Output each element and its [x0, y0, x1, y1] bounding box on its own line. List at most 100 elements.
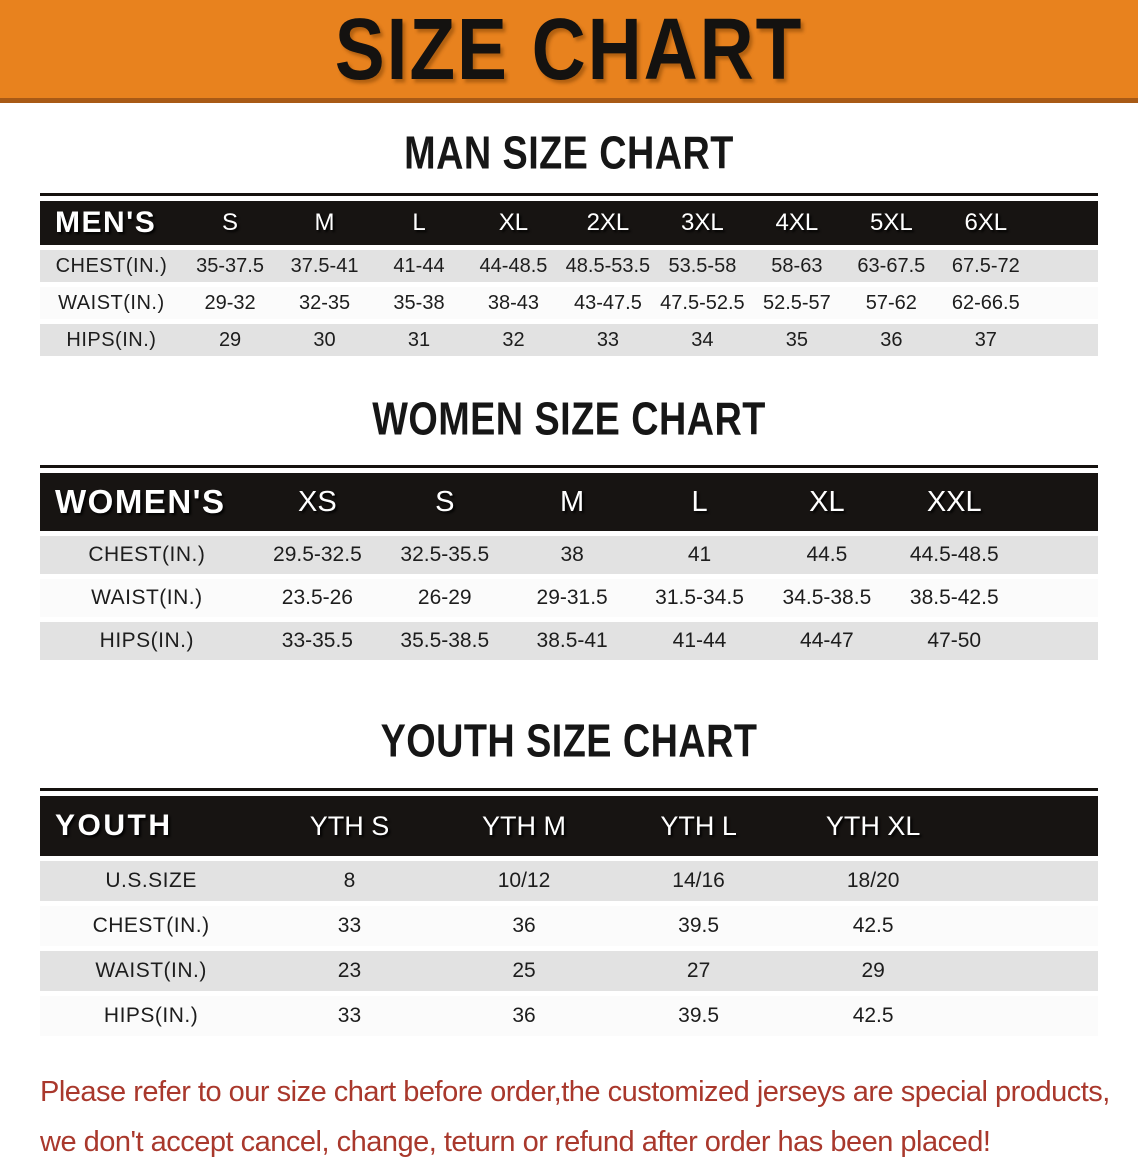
size-value-cell: 63-67.5 — [844, 250, 939, 282]
men-size-col-header: 5XL — [844, 201, 939, 245]
filler-cell — [1017, 579, 1098, 617]
youth-table-header-row: YOUTH YTH S YTH M YTH L YTH XL — [40, 796, 1098, 856]
filler-cell — [1033, 324, 1098, 356]
size-value-cell: 35.5-38.5 — [381, 622, 509, 660]
men-chest-row: CHEST(IN.) 35-37.5 37.5-41 41-44 44-48.5… — [40, 250, 1098, 282]
size-value-cell: 35-38 — [371, 287, 467, 319]
women-size-col-header: XL — [763, 473, 891, 531]
size-value-cell: 62-66.5 — [938, 287, 1034, 319]
men-size-col-header: 4XL — [749, 201, 845, 245]
size-value-cell: 43-47.5 — [560, 287, 656, 319]
size-value-cell: 36 — [436, 906, 612, 946]
youth-size-table: YOUTH YTH S YTH M YTH L YTH XL U.S.SIZE … — [40, 788, 1098, 1041]
size-value-cell: 44-47 — [763, 622, 891, 660]
size-value-cell: 39.5 — [611, 906, 786, 946]
man-section-heading: MAN SIZE CHART — [404, 126, 734, 179]
women-hips-row: HIPS(IN.) 33-35.5 35.5-38.5 38.5-41 41-4… — [40, 622, 1098, 660]
size-value-cell: 23.5-26 — [253, 579, 382, 617]
youth-hips-row: HIPS(IN.) 33 36 39.5 42.5 — [40, 996, 1098, 1036]
men-waist-row: WAIST(IN.) 29-32 32-35 35-38 38-43 43-47… — [40, 287, 1098, 319]
women-chest-row: CHEST(IN.) 29.5-32.5 32.5-35.5 38 41 44.… — [40, 536, 1098, 574]
women-waist-row: WAIST(IN.) 23.5-26 26-29 29-31.5 31.5-34… — [40, 579, 1098, 617]
size-value-cell: 32 — [466, 324, 561, 356]
size-value-cell: 23 — [262, 951, 437, 991]
men-size-col-header: 3XL — [655, 201, 750, 245]
size-value-cell: 29 — [785, 951, 961, 991]
banner-title: SIZE CHART — [334, 0, 804, 99]
filler-cell — [1033, 250, 1098, 282]
men-size-col-header: M — [277, 201, 372, 245]
youth-size-col-header: YTH M — [436, 796, 612, 856]
size-value-cell: 34.5-38.5 — [763, 579, 891, 617]
youth-section-heading: YOUTH SIZE CHART — [380, 714, 758, 767]
size-value-cell: 53.5-58 — [655, 250, 750, 282]
size-value-cell: 31.5-34.5 — [635, 579, 764, 617]
size-value-cell: 37 — [938, 324, 1034, 356]
row-label: CHEST(IN.) — [40, 906, 263, 946]
size-value-cell: 33 — [262, 996, 437, 1036]
women-size-table: WOMEN'S XS S M L XL XXL CHEST(IN.) 29.5-… — [40, 465, 1098, 665]
size-value-cell: 14/16 — [611, 861, 786, 901]
size-value-cell: 35-37.5 — [182, 250, 278, 282]
size-value-cell: 37.5-41 — [277, 250, 372, 282]
youth-size-col-header: YTH XL — [785, 796, 961, 856]
size-value-cell: 48.5-53.5 — [560, 250, 656, 282]
men-size-table-grid: MEN'S S M L XL 2XL 3XL 4XL 5XL 6XL CHEST… — [40, 196, 1098, 361]
filler-cell — [960, 861, 1098, 901]
row-label: WAIST(IN.) — [40, 951, 263, 991]
size-value-cell: 38.5-41 — [508, 622, 636, 660]
size-value-cell: 36 — [844, 324, 939, 356]
order-policy-note: Please refer to our size chart before or… — [40, 1067, 1138, 1167]
men-size-col-header: L — [371, 201, 467, 245]
size-value-cell: 36 — [436, 996, 612, 1036]
size-value-cell: 29.5-32.5 — [253, 536, 382, 574]
men-size-col-header: S — [182, 201, 278, 245]
size-chart-banner: SIZE CHART — [0, 0, 1138, 103]
size-value-cell: 31 — [371, 324, 467, 356]
youth-waist-row: WAIST(IN.) 23 25 27 29 — [40, 951, 1098, 991]
size-value-cell: 57-62 — [844, 287, 939, 319]
size-value-cell: 41 — [635, 536, 764, 574]
size-value-cell: 47-50 — [890, 622, 1018, 660]
size-value-cell: 29-31.5 — [508, 579, 636, 617]
size-value-cell: 35 — [749, 324, 845, 356]
men-table-header-row: MEN'S S M L XL 2XL 3XL 4XL 5XL 6XL — [40, 201, 1098, 245]
women-size-col-header: S — [381, 473, 509, 531]
filler-cell — [1017, 473, 1098, 531]
youth-corner-label: YOUTH — [40, 796, 263, 856]
size-value-cell: 41-44 — [635, 622, 764, 660]
size-value-cell: 27 — [611, 951, 786, 991]
youth-size-col-header: YTH L — [611, 796, 786, 856]
men-corner-label: MEN'S — [40, 201, 183, 245]
order-policy-line-1: Please refer to our size chart before or… — [40, 1076, 1110, 1108]
size-value-cell: 25 — [436, 951, 612, 991]
size-value-cell: 8 — [262, 861, 437, 901]
order-policy-line-2: we don't accept cancel, change, teturn o… — [40, 1126, 991, 1158]
row-label: HIPS(IN.) — [40, 622, 254, 660]
row-label: HIPS(IN.) — [40, 324, 183, 356]
row-label: WAIST(IN.) — [40, 287, 183, 319]
size-value-cell: 44-48.5 — [466, 250, 561, 282]
size-value-cell: 38-43 — [466, 287, 561, 319]
size-value-cell: 38.5-42.5 — [890, 579, 1018, 617]
size-value-cell: 47.5-52.5 — [655, 287, 750, 319]
filler-cell — [960, 906, 1098, 946]
youth-size-table-grid: YOUTH YTH S YTH M YTH L YTH XL U.S.SIZE … — [40, 791, 1098, 1041]
size-value-cell: 33-35.5 — [253, 622, 382, 660]
men-size-col-header: XL — [466, 201, 561, 245]
size-value-cell: 34 — [655, 324, 750, 356]
women-size-col-header: M — [508, 473, 636, 531]
filler-cell — [960, 951, 1098, 991]
women-size-col-header: XXL — [890, 473, 1018, 531]
men-hips-row: HIPS(IN.) 29 30 31 32 33 34 35 36 37 — [40, 324, 1098, 356]
size-value-cell: 18/20 — [785, 861, 961, 901]
men-size-col-header: 6XL — [938, 201, 1034, 245]
row-label: CHEST(IN.) — [40, 250, 183, 282]
size-value-cell: 44.5 — [763, 536, 891, 574]
men-size-table: MEN'S S M L XL 2XL 3XL 4XL 5XL 6XL CHEST… — [40, 193, 1098, 361]
size-value-cell: 38 — [508, 536, 636, 574]
size-value-cell: 32-35 — [277, 287, 372, 319]
size-value-cell: 41-44 — [371, 250, 467, 282]
size-value-cell: 44.5-48.5 — [890, 536, 1018, 574]
youth-size-col-header: YTH S — [262, 796, 437, 856]
